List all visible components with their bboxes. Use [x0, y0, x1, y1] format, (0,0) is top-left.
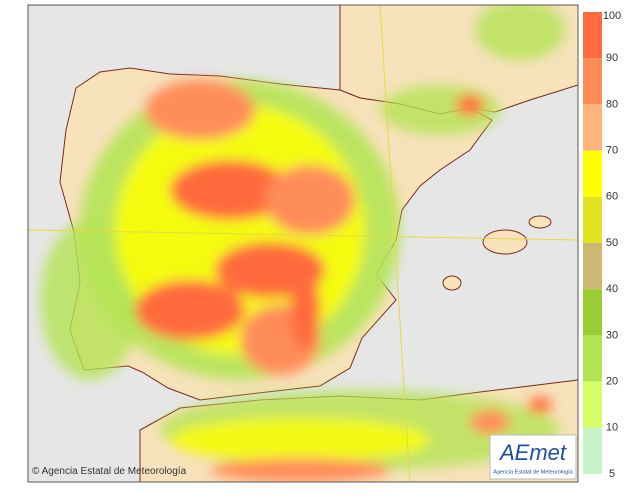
legend-tick-label: 60 — [606, 191, 618, 203]
legend-band — [583, 12, 602, 59]
legend-band — [583, 196, 602, 243]
logo-box — [489, 434, 577, 480]
legend-tick-label: 40 — [606, 283, 618, 295]
legend-tick-label: 30 — [606, 329, 618, 341]
legend-band — [583, 104, 602, 151]
credit: © Agencia Estatal de Meteorología — [32, 466, 187, 477]
legend-band — [583, 381, 602, 428]
precipitation-field — [40, 5, 565, 482]
credit-text: Agencia Estatal de Meteorología — [42, 466, 187, 477]
legend-tick-label: 50 — [606, 237, 618, 249]
legend-tick-label: 5 — [609, 468, 615, 480]
legend-tick-label: 10 — [606, 422, 618, 434]
legend-tick-label: 70 — [606, 145, 618, 157]
map-border — [27, 4, 579, 483]
map — [28, 5, 578, 482]
legend-tick-label: 90 — [606, 52, 618, 64]
copyright-icon: © — [32, 466, 42, 477]
legend: 100 90 80 70 60 50 40 30 20 10 5 — [583, 10, 621, 480]
graticule — [28, 5, 578, 482]
legend-band — [583, 243, 602, 290]
legend-tick-label: 100 — [603, 10, 621, 22]
logo: AEmet — [498, 440, 567, 465]
legend-tick-label: 80 — [606, 98, 618, 110]
legend-band — [583, 58, 602, 105]
legend-band — [583, 427, 602, 474]
ibiza — [442, 275, 462, 291]
legend-tick-label: 20 — [606, 376, 618, 388]
legend-band — [583, 289, 602, 336]
legend-band — [583, 335, 602, 382]
mallorca — [482, 229, 528, 255]
menorca — [528, 215, 552, 229]
legend-band — [583, 150, 602, 197]
logo-subtitle: Agencia Estatal de Meteorología — [493, 469, 573, 475]
